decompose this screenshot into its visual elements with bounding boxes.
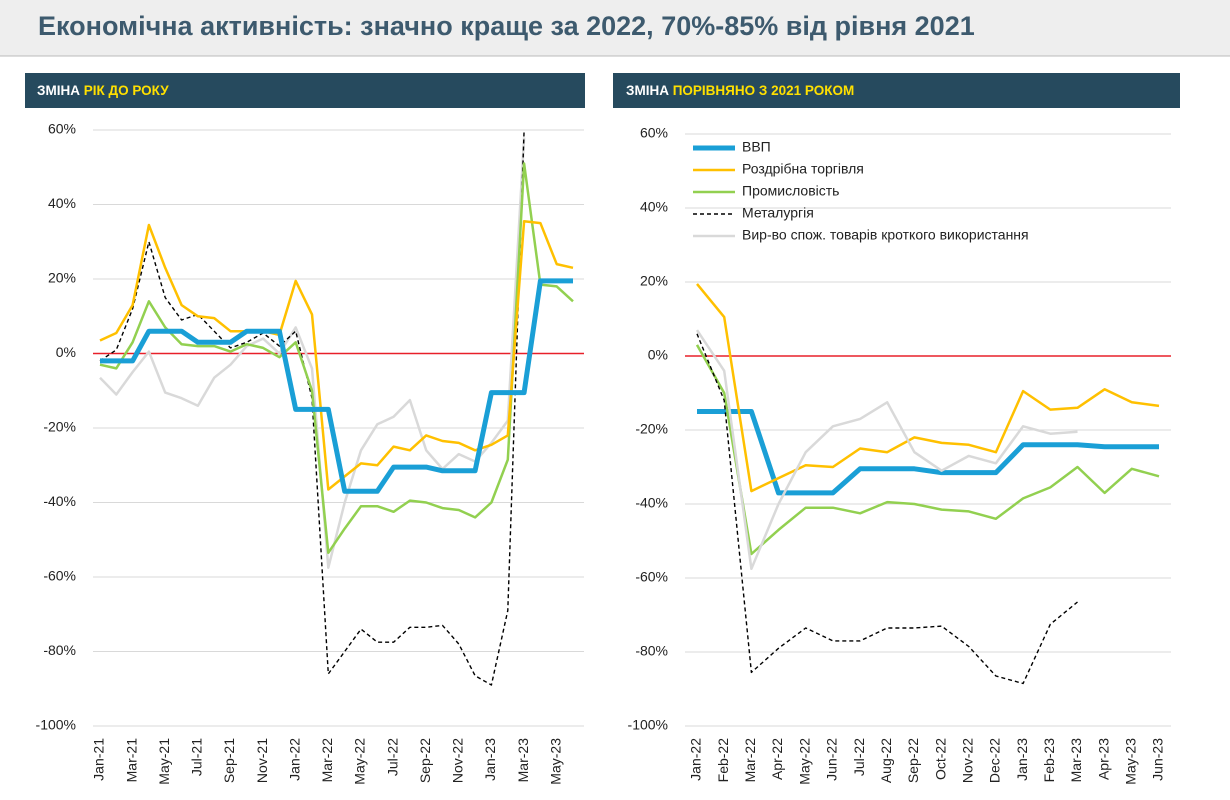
y-tick-label: 40% [48,195,76,211]
x-tick-label: Feb-22 [715,738,731,783]
x-tick-label: Aug-22 [878,738,894,783]
y-tick-label: 40% [640,199,668,215]
x-tick-label: Nov-22 [959,738,975,783]
panel-title: ЗМІНА РІК ДО РОКУ [37,83,169,98]
y-tick-label: 60% [48,121,76,137]
x-tick-label: Jan-21 [91,738,107,781]
panel-title-highlight: РІК ДО РОКУ [84,83,170,98]
x-tick-label: Jun-22 [824,738,840,781]
legend-label: ВВП [742,139,771,155]
series-line [695,329,1078,571]
x-tick-label: Jan-23 [1014,738,1030,781]
x-tick-label: Jan-22 [688,738,704,781]
panel-header [613,73,1180,108]
y-tick-label: -80% [635,643,668,659]
series-line [696,333,1078,685]
x-tick-label: Mar-23 [1068,738,1084,783]
x-tick-label: Nov-21 [254,738,270,783]
series-line [99,137,526,569]
y-tick-label: -80% [43,642,76,658]
y-tick-label: 0% [56,344,76,360]
y-tick-label: -40% [635,495,668,511]
x-tick-label: Mar-22 [319,738,335,783]
legend-label: Вир-во спож. товарів кроткого використан… [742,227,1029,243]
legend-label: Роздрібна торгівля [742,161,864,177]
x-tick-label: May-22 [796,738,812,785]
y-tick-label: -60% [43,568,76,584]
y-tick-label: 0% [648,347,668,363]
x-tick-label: Sep-22 [905,738,921,783]
legend-label: Металургія [742,205,814,221]
panel-title-main: ЗМІНА [37,83,80,98]
x-tick-label: Jul-22 [851,738,867,776]
x-tick-label: Mar-23 [515,738,531,783]
x-tick-label: Oct-22 [932,738,948,780]
y-tick-label: -100% [36,717,76,733]
y-tick-label: 60% [640,125,668,141]
x-tick-label: Jul-21 [189,738,205,776]
panel-title: ЗМІНА ПОРІВНЯНО З 2021 РОКОМ [626,83,854,98]
panel-header [25,73,585,108]
panel-title-main: ЗМІНА [626,83,669,98]
y-tick-label: -60% [635,569,668,585]
x-tick-label: Feb-23 [1041,738,1057,783]
series-line [100,278,573,494]
x-tick-label: May-23 [547,738,563,785]
x-tick-label: Nov-22 [450,738,466,783]
x-tick-label: May-21 [156,738,172,785]
x-tick-label: Apr-23 [1095,738,1111,780]
y-tick-label: -20% [635,421,668,437]
slide-title: Економічна активність: значно краще за 2… [38,11,975,41]
x-tick-label: Sep-22 [417,738,433,783]
x-tick-label: Mar-21 [123,738,139,783]
x-tick-label: Jul-22 [384,738,400,776]
x-tick-label: Mar-22 [742,738,758,783]
series-line [697,409,1159,496]
x-tick-label: Jan-23 [482,738,498,781]
y-tick-label: 20% [48,270,76,286]
y-tick-label: -100% [628,717,668,733]
x-tick-label: Apr-22 [769,738,785,780]
title-band [0,0,1230,56]
legend-label: Промисловість [742,183,839,199]
x-tick-label: May-22 [352,738,368,785]
x-tick-label: May-23 [1123,738,1139,785]
y-tick-label: -20% [43,419,76,435]
series-line [696,283,1160,493]
series-line [99,220,574,491]
x-tick-label: Jan-22 [286,738,302,781]
y-tick-label: -40% [43,493,76,509]
series-line [99,162,574,555]
x-tick-label: Jun-23 [1150,738,1166,781]
x-tick-label: Sep-21 [221,738,237,783]
x-tick-label: Dec-22 [987,738,1003,783]
y-tick-label: 20% [640,273,668,289]
series-line [695,344,1160,556]
panel-title-highlight: ПОРІВНЯНО З 2021 РОКОМ [673,83,854,98]
